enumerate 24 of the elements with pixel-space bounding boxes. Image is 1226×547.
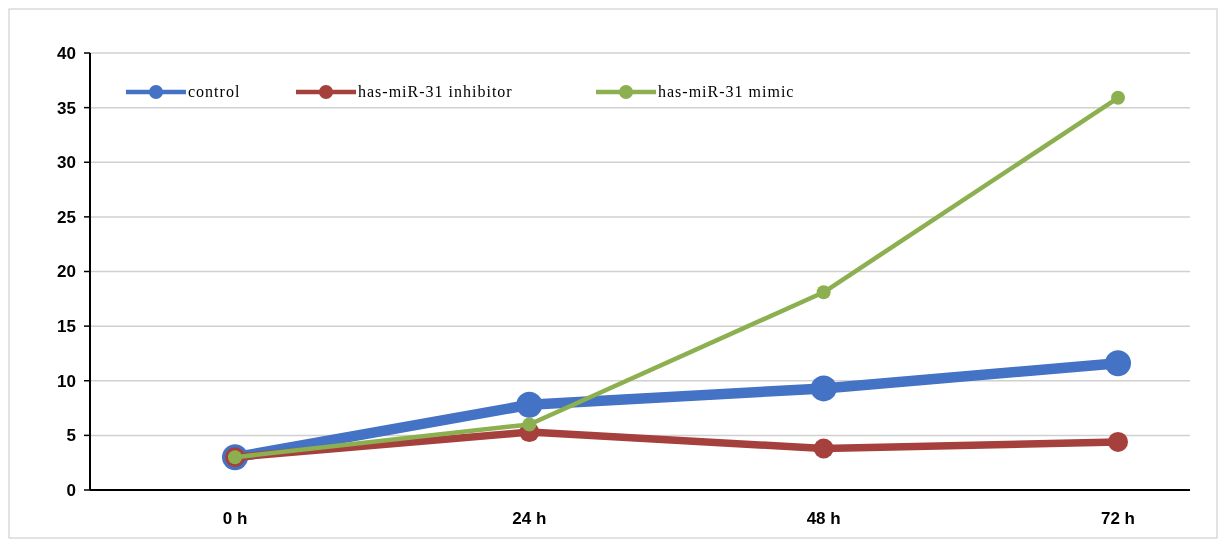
y-tick-label: 40 [57, 43, 76, 63]
point [1111, 90, 1125, 105]
legend-label: has-miR-31 inhibitor [358, 83, 513, 100]
y-tick-label: 35 [57, 98, 76, 118]
point [1108, 431, 1128, 452]
point [1105, 350, 1131, 377]
point [516, 391, 543, 418]
x-tick-label: 72 h [1100, 509, 1136, 528]
y-tick-label: 25 [57, 207, 76, 227]
legend-label: has-miR-31 mimic [658, 83, 795, 100]
y-tick-label: 20 [57, 262, 76, 282]
y-tick-label: 30 [57, 153, 76, 173]
point [522, 417, 537, 432]
point [813, 438, 834, 459]
y-tick-label: 0 [66, 480, 76, 500]
legend-label: control [188, 83, 241, 100]
x-tick-label: 24 h [512, 509, 547, 528]
y-tick-label: 10 [57, 371, 76, 391]
point [810, 375, 837, 402]
x-tick-label: 0 h [222, 509, 248, 528]
y-tick-label: 5 [66, 426, 76, 446]
point [816, 285, 831, 300]
y-tick-label: 15 [57, 317, 76, 337]
x-tick-label: 48 h [806, 509, 841, 528]
